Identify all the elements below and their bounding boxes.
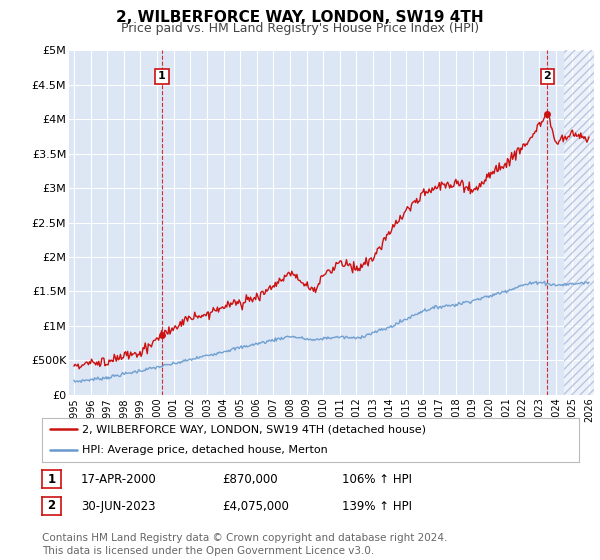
Text: 106% ↑ HPI: 106% ↑ HPI xyxy=(342,473,412,486)
Text: Contains HM Land Registry data © Crown copyright and database right 2024.
This d: Contains HM Land Registry data © Crown c… xyxy=(42,533,448,556)
Text: 30-JUN-2023: 30-JUN-2023 xyxy=(81,500,155,513)
Text: 2: 2 xyxy=(544,71,551,81)
Text: Price paid vs. HM Land Registry's House Price Index (HPI): Price paid vs. HM Land Registry's House … xyxy=(121,22,479,35)
Bar xyxy=(564,50,594,395)
Text: 139% ↑ HPI: 139% ↑ HPI xyxy=(342,500,412,513)
Text: 2, WILBERFORCE WAY, LONDON, SW19 4TH (detached house): 2, WILBERFORCE WAY, LONDON, SW19 4TH (de… xyxy=(82,424,426,434)
Text: HPI: Average price, detached house, Merton: HPI: Average price, detached house, Mert… xyxy=(82,445,328,455)
Text: 1: 1 xyxy=(158,71,166,81)
Text: 1: 1 xyxy=(47,473,56,486)
Text: 2, WILBERFORCE WAY, LONDON, SW19 4TH: 2, WILBERFORCE WAY, LONDON, SW19 4TH xyxy=(116,10,484,25)
Text: 2: 2 xyxy=(47,500,56,512)
Text: £870,000: £870,000 xyxy=(222,473,278,486)
Bar xyxy=(564,50,594,395)
Text: £4,075,000: £4,075,000 xyxy=(222,500,289,513)
Text: 17-APR-2000: 17-APR-2000 xyxy=(81,473,157,486)
